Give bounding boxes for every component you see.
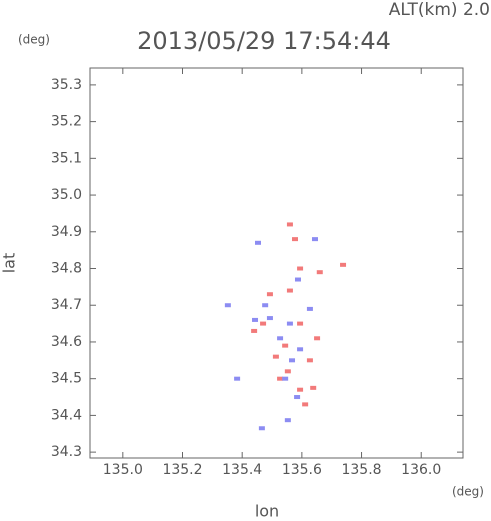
data-point: [297, 266, 304, 271]
x-tick-label: 135.0: [103, 462, 143, 478]
y-tick-label: 34.4: [51, 407, 82, 423]
data-point: [286, 288, 293, 293]
data-point: [306, 306, 313, 311]
data-point: [286, 321, 293, 326]
y-tick-label: 34.3: [51, 444, 82, 460]
data-point: [260, 321, 267, 326]
data-point: [284, 369, 291, 374]
data-point: [258, 426, 265, 431]
data-point: [262, 303, 269, 308]
plot-frame: [89, 67, 464, 459]
data-point: [302, 402, 309, 407]
data-point: [266, 292, 273, 297]
data-point: [282, 376, 289, 381]
data-point: [310, 385, 317, 390]
y-tick-label: 34.8: [51, 261, 82, 277]
y-tick-label: 34.9: [51, 224, 82, 240]
data-point: [252, 317, 259, 322]
x-tick-label: 135.2: [162, 462, 202, 478]
y-tick-label: 35.2: [51, 114, 82, 130]
data-point: [306, 358, 313, 363]
data-point: [277, 376, 284, 381]
data-point: [277, 336, 284, 341]
data-point: [286, 222, 293, 227]
data-point: [234, 376, 241, 381]
y-tick-label: 35.0: [51, 187, 82, 203]
y-tick-label: 34.6: [51, 334, 82, 350]
y-tick-label: 35.1: [51, 150, 82, 166]
data-point: [292, 237, 299, 242]
x-tick-label: 135.8: [341, 462, 381, 478]
y-tick-label: 34.7: [51, 297, 82, 313]
data-point: [282, 343, 289, 348]
data-point: [272, 354, 279, 359]
data-point: [297, 347, 304, 352]
y-tick-label: 34.5: [51, 371, 82, 387]
x-unit: (deg): [452, 485, 484, 499]
y-tick-label: 35.3: [51, 77, 82, 93]
chart-subtitle: ALT(km) 2.0: [389, 0, 490, 20]
x-axis-label: lon: [255, 502, 279, 521]
data-point: [314, 336, 321, 341]
data-point: [251, 328, 258, 333]
data-point: [284, 418, 291, 423]
data-point: [340, 262, 347, 267]
data-point: [294, 395, 301, 400]
x-tick-label: 136.0: [401, 462, 441, 478]
x-tick-label: 135.4: [222, 462, 262, 478]
data-point: [266, 316, 273, 321]
y-unit: (deg): [18, 33, 50, 47]
data-point: [297, 387, 304, 392]
data-point: [289, 358, 296, 363]
x-tick-label: 135.6: [282, 462, 322, 478]
data-point: [254, 240, 261, 245]
data-point: [311, 237, 318, 242]
chart-title: 2013/05/29 17:54:44: [137, 27, 391, 55]
data-point: [316, 270, 323, 275]
data-point: [294, 277, 301, 282]
data-point: [297, 321, 304, 326]
data-point: [224, 303, 231, 308]
y-axis-label: lat: [0, 253, 19, 274]
